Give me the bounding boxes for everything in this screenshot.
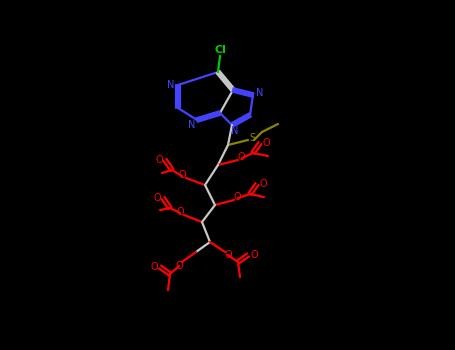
Text: N: N [167,80,175,90]
Text: N: N [256,88,264,98]
Text: N: N [231,126,239,136]
Text: O: O [176,207,184,217]
Text: O: O [233,192,241,202]
Text: Cl: Cl [214,45,226,55]
Text: O: O [237,152,245,162]
Text: N: N [188,120,196,130]
Text: S: S [249,133,255,143]
Text: O: O [175,261,183,271]
Text: O: O [262,138,270,148]
Text: O: O [155,155,163,165]
Text: O: O [150,262,158,272]
Text: O: O [250,250,258,260]
Text: O: O [259,179,267,189]
Text: O: O [178,170,186,180]
Text: O: O [224,250,232,260]
Text: O: O [153,193,161,203]
